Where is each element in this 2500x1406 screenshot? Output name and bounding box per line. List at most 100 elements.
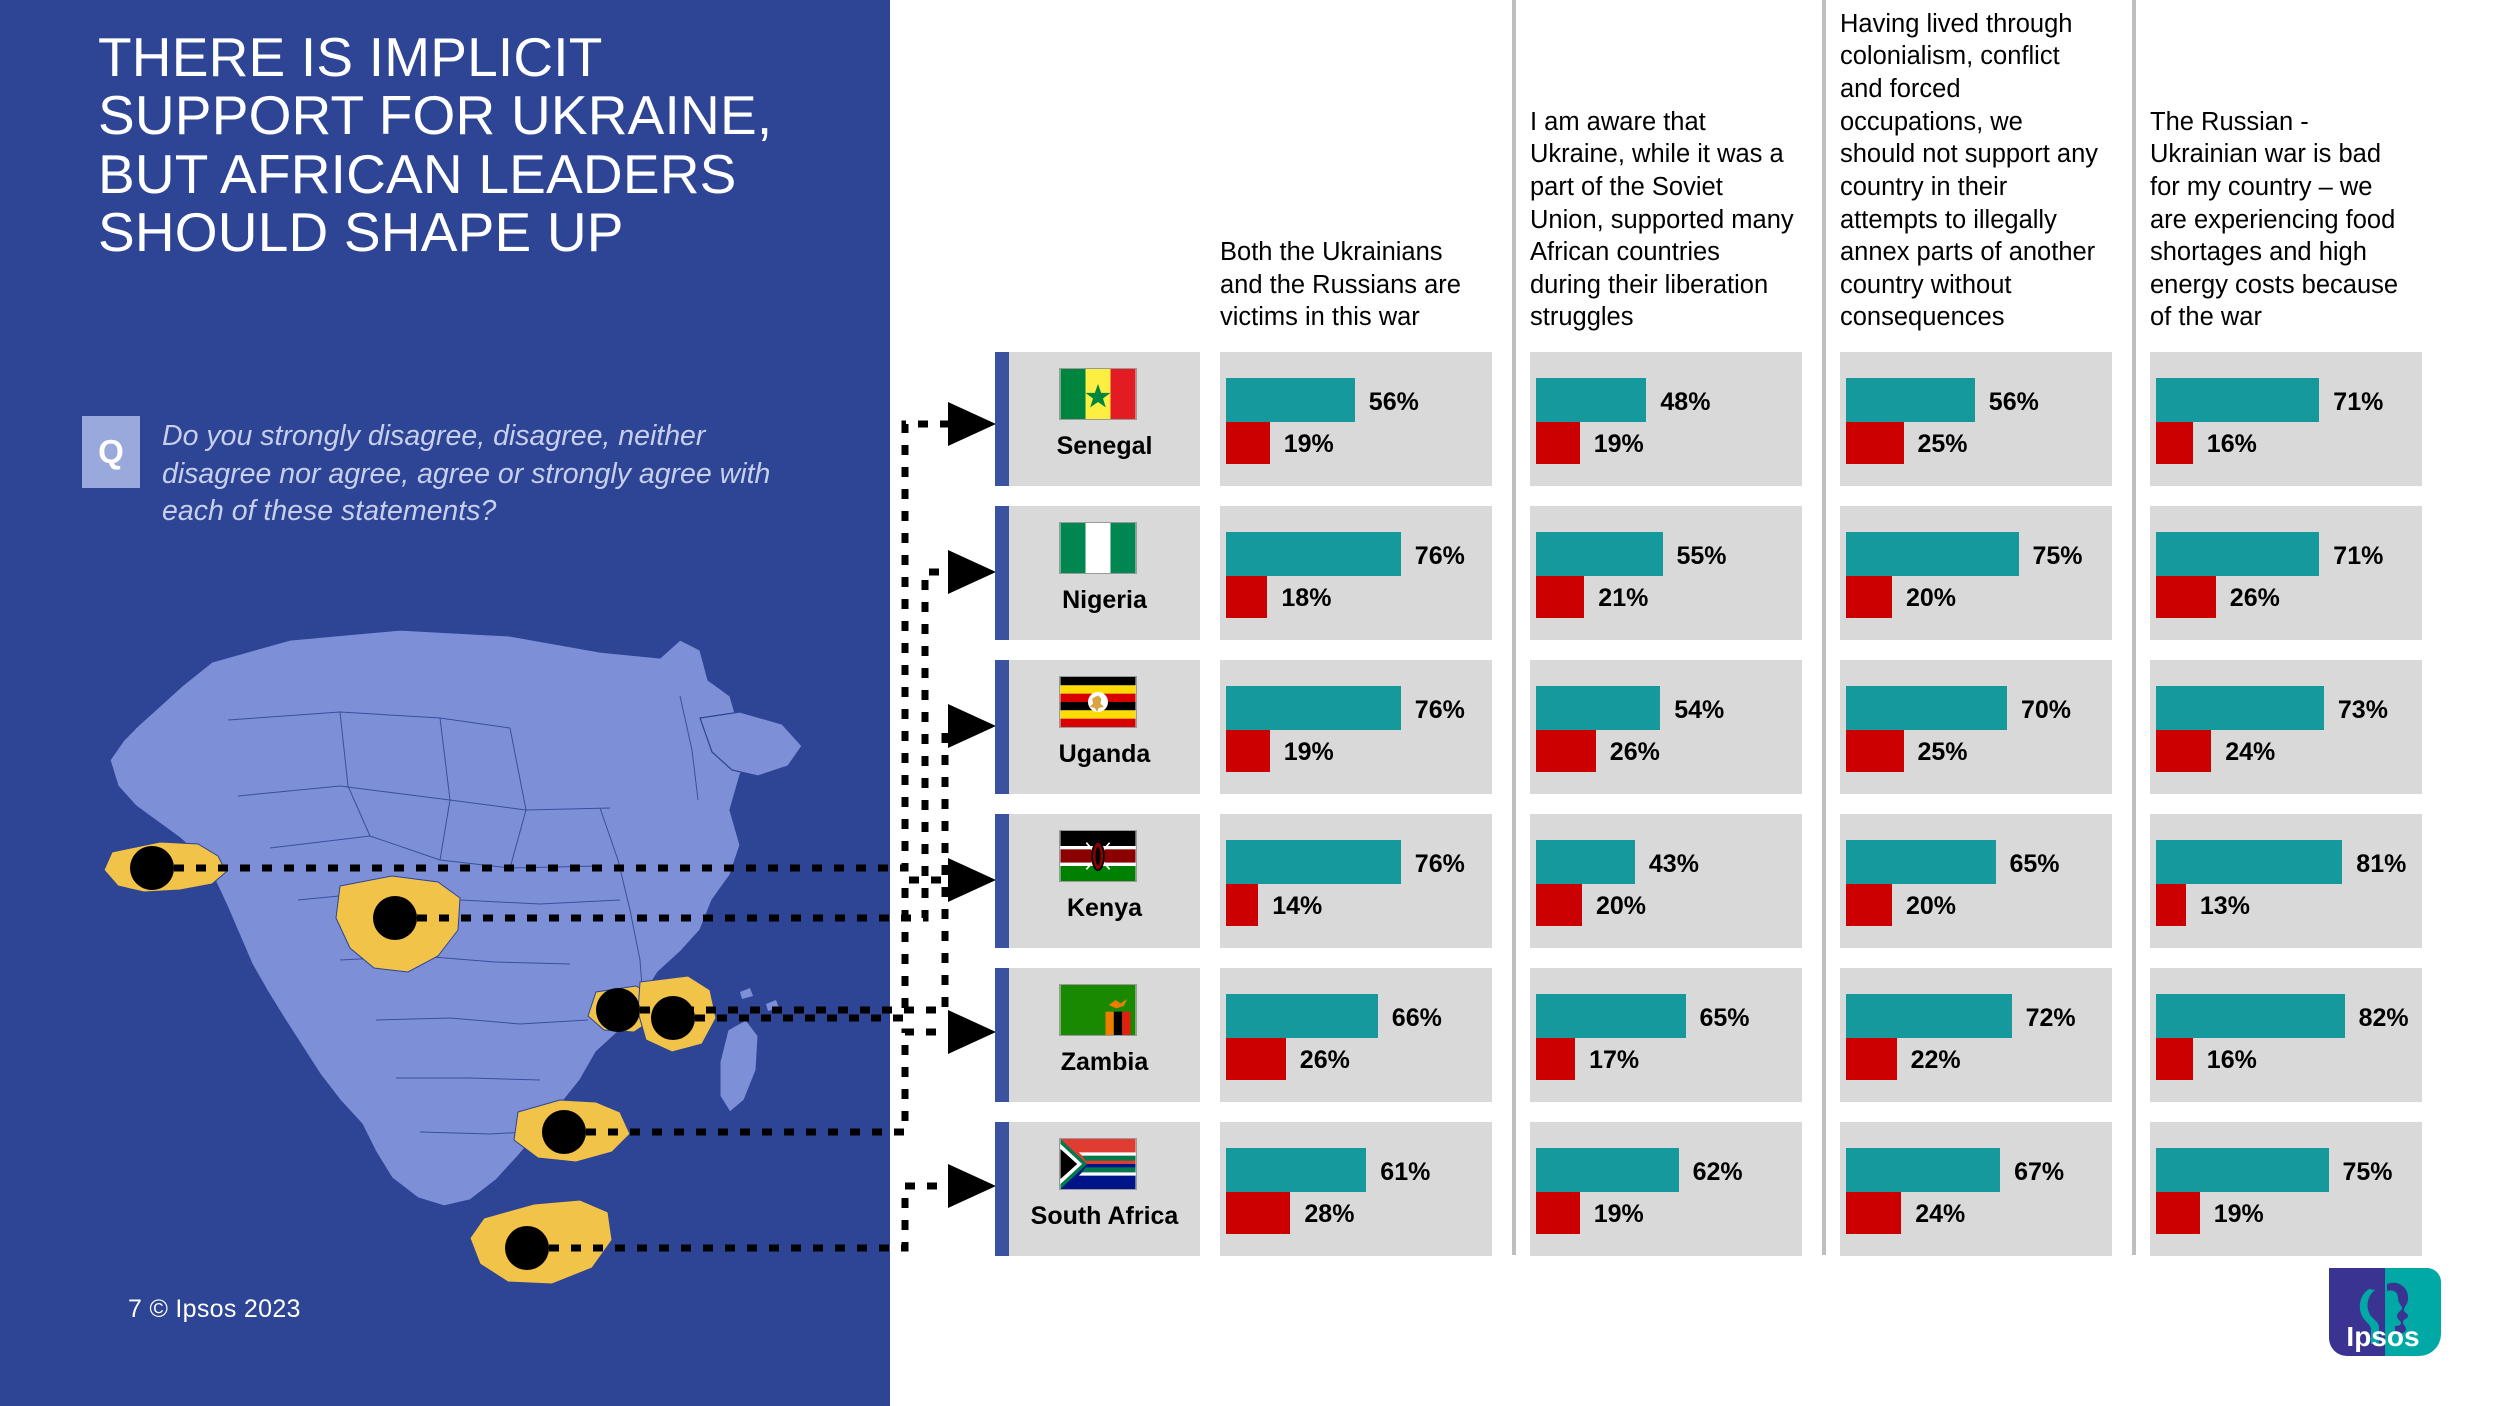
row-accent-bar <box>995 1122 1009 1256</box>
agree-bar <box>2156 840 2343 884</box>
disagree-value: 19% <box>1283 430 1334 458</box>
disagree-value: 26% <box>1299 1046 1350 1074</box>
disagree-bar <box>1536 1038 1576 1080</box>
agree-value: 82% <box>2358 1004 2409 1032</box>
country-label-cell: South Africa <box>995 1122 1200 1256</box>
country-name: Uganda <box>1058 740 1151 768</box>
column-header-1: Both the Ukrainians and the Russians are… <box>1220 238 1461 332</box>
column-separator-3 <box>2132 0 2136 1255</box>
agree-value: 76% <box>1414 850 1465 878</box>
agree-bar <box>1226 686 1401 730</box>
agree-bar <box>1226 532 1401 576</box>
disagree-bar <box>1846 576 1892 618</box>
disagree-bar <box>1226 1038 1286 1080</box>
arrowhead-uganda <box>948 704 996 748</box>
agree-bar <box>1846 532 2019 576</box>
agree-value: 75% <box>2342 1158 2393 1186</box>
disagree-value: 21% <box>1598 584 1649 612</box>
agree-value: 61% <box>1380 1158 1431 1186</box>
disagree-bar <box>1846 730 1904 772</box>
column-header-4: The Russian - Ukrainian war is bad for m… <box>2150 107 2399 332</box>
disagree-bar <box>1536 1192 1580 1234</box>
arrowhead-kenya <box>948 858 996 902</box>
agree-bar <box>1226 994 1378 1038</box>
map-pin-kenya <box>651 996 695 1040</box>
nigeria-flag <box>1058 522 1137 574</box>
disagree-bar <box>1226 884 1259 926</box>
disagree-bar <box>2156 884 2186 926</box>
agree-bar <box>1846 840 1996 884</box>
country-name: Zambia <box>1060 1048 1149 1076</box>
statement-cell: 48% 19% <box>1530 352 1802 486</box>
row-accent-bar <box>995 968 1009 1102</box>
agree-value: 73% <box>2337 696 2388 724</box>
statement-cell: 66% 26% <box>1220 968 1492 1102</box>
statement-cell: 70% 25% <box>1840 660 2112 794</box>
column-header-3: Having lived through colonialism, confli… <box>1840 9 2099 332</box>
map-pin-senegal <box>130 846 174 890</box>
country-label-cell: Zambia <box>995 968 1200 1102</box>
left-panel: THERE IS IMPLICIT SUPPORT FOR UKRAINE, B… <box>0 0 890 1406</box>
statement-cell: 56% 19% <box>1220 352 1492 486</box>
page-title: THERE IS IMPLICIT SUPPORT FOR UKRAINE, B… <box>98 26 773 263</box>
map-pin-zambia <box>542 1110 586 1154</box>
agree-value: 81% <box>2356 850 2407 878</box>
statement-cell: 67% 24% <box>1840 1122 2112 1256</box>
agree-value: 72% <box>2025 1004 2076 1032</box>
statement-cell: 56% 25% <box>1840 352 2112 486</box>
country-rows: Senegal 56% 19% 48% 19% 56% 25% 71% 16% Nigeria 76… <box>995 352 2500 1276</box>
agree-bar <box>1536 686 1661 730</box>
agree-bar <box>1536 994 1686 1038</box>
column-header-2: I am aware that Ukraine, while it was a … <box>1530 107 1794 332</box>
disagree-value: 28% <box>1304 1200 1355 1228</box>
disagree-bar <box>2156 1038 2193 1080</box>
agree-bar <box>2156 994 2345 1038</box>
footer-copyright: 7 © Ipsos 2023 <box>128 1295 301 1323</box>
statement-cell: 54% 26% <box>1530 660 1802 794</box>
agree-value: 54% <box>1674 696 1725 724</box>
agree-bar <box>2156 532 2320 576</box>
statement-cell: 43% 20% <box>1530 814 1802 948</box>
disagree-bar <box>1846 1038 1897 1080</box>
disagree-bar <box>1846 1192 1902 1234</box>
row-accent-bar <box>995 814 1009 948</box>
table-row: South Africa 61% 28% 62% 19% 67% 24% 75% 19% <box>995 1122 2500 1256</box>
question-text: Do you strongly disagree, disagree, neit… <box>162 420 771 528</box>
arrowhead-south-africa <box>948 1164 996 1208</box>
south-africa-flag <box>1058 1138 1137 1190</box>
disagree-value: 17% <box>1589 1046 1640 1074</box>
leader-arrowheads <box>948 402 996 1208</box>
map-pin-south-africa <box>505 1226 549 1270</box>
disagree-value: 16% <box>2206 430 2257 458</box>
disagree-value: 24% <box>2225 738 2276 766</box>
table-row: Kenya 76% 14% 43% 20% 65% 20% 81% 13% <box>995 814 2500 948</box>
senegal-flag <box>1058 368 1137 420</box>
table-row: Senegal 56% 19% 48% 19% 56% 25% 71% 16% <box>995 352 2500 486</box>
agree-value: 56% <box>1368 388 1419 416</box>
row-accent-bar <box>995 506 1009 640</box>
disagree-value: 19% <box>2213 1200 2264 1228</box>
zambia-flag <box>1058 984 1137 1036</box>
row-accent-bar <box>995 352 1009 486</box>
country-name: Kenya <box>1066 894 1143 922</box>
disagree-bar <box>1536 884 1582 926</box>
agree-value: 65% <box>2009 850 2060 878</box>
disagree-bar <box>2156 422 2193 464</box>
statement-cell: 65% 20% <box>1840 814 2112 948</box>
map-pin-uganda <box>596 988 640 1032</box>
agree-bar <box>1846 686 2007 730</box>
disagree-value: 20% <box>1906 584 1957 612</box>
africa-map <box>40 600 860 1300</box>
disagree-value: 26% <box>2229 584 2280 612</box>
agree-value: 62% <box>1692 1158 1743 1186</box>
agree-bar <box>1846 1148 2001 1192</box>
country-name: Nigeria <box>1062 586 1147 614</box>
table-row: Zambia 66% 26% 65% 17% 72% 22% 82% 16% <box>995 968 2500 1102</box>
arrowhead-nigeria <box>948 550 996 594</box>
kenya-flag <box>1058 830 1137 882</box>
disagree-bar <box>2156 1192 2200 1234</box>
agree-bar <box>1536 1148 1679 1192</box>
statement-cell: 71% 26% <box>2150 506 2422 640</box>
disagree-value: 14% <box>1272 892 1323 920</box>
agree-bar <box>2156 1148 2329 1192</box>
